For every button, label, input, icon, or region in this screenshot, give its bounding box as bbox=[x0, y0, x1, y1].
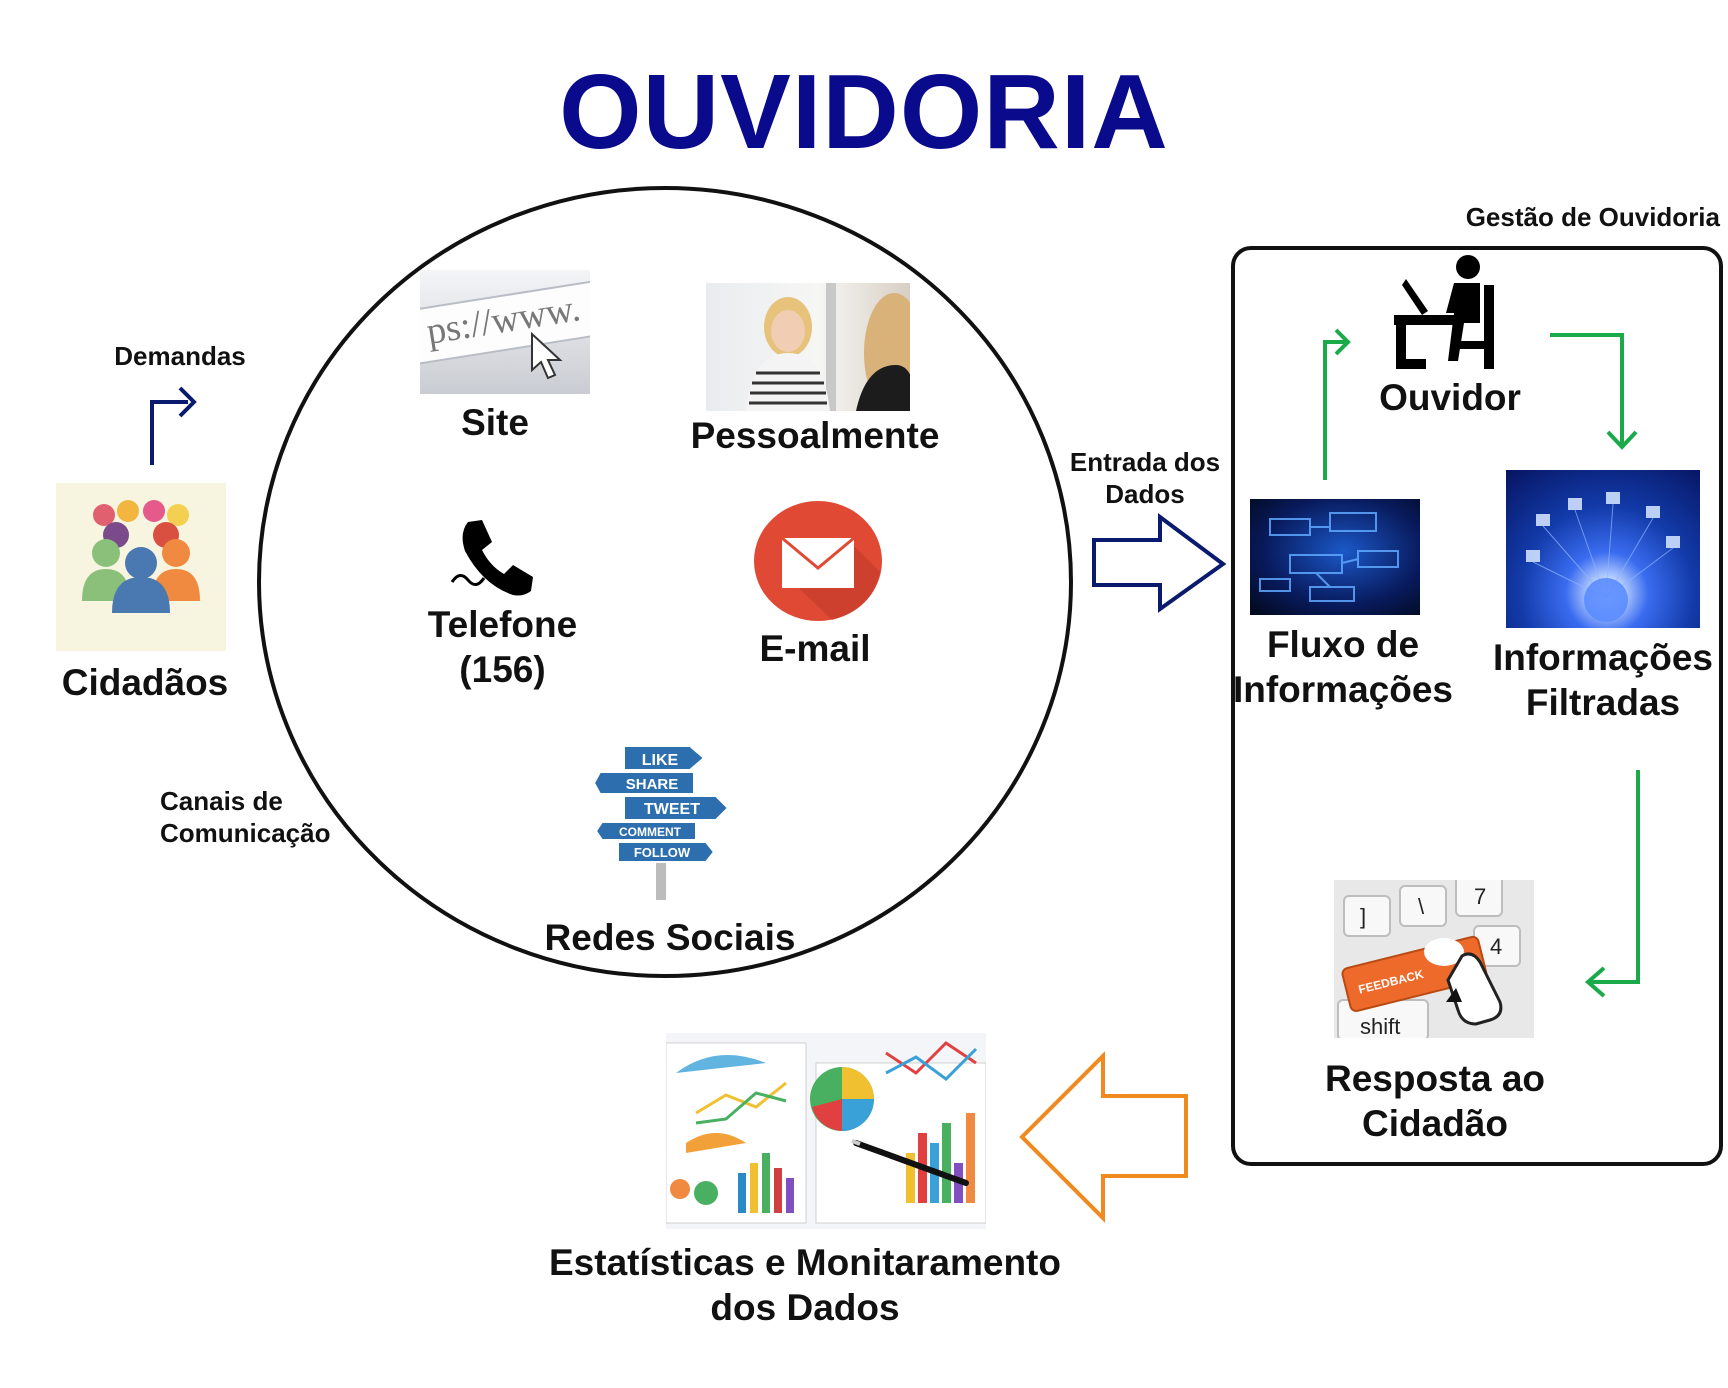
cidadaos-icon bbox=[56, 483, 226, 651]
cidadaos-label: Cidadãos bbox=[61, 662, 229, 703]
envelope-icon bbox=[752, 500, 884, 622]
fluxo-label: Fluxo de Informações bbox=[1232, 624, 1453, 710]
entrada-label: Entrada dos Dados bbox=[1069, 447, 1221, 509]
key-shift: shift bbox=[1360, 1014, 1400, 1038]
ouvidor-label: Ouvidor bbox=[1379, 377, 1521, 418]
demandas-label: Demandas bbox=[114, 341, 246, 371]
pessoalmente-label: Pessoalmente bbox=[690, 415, 940, 456]
telefone-label: Telefone (156) bbox=[427, 604, 578, 690]
redes-sociais-label: Redes Sociais bbox=[544, 917, 796, 958]
cursor-icon bbox=[531, 332, 563, 380]
sign-comment: COMMENT bbox=[619, 825, 682, 839]
demandas-arrow bbox=[150, 386, 197, 465]
site-label: Site bbox=[461, 402, 529, 443]
pessoalmente-image bbox=[706, 283, 910, 411]
entrada-arrow bbox=[1092, 513, 1227, 613]
fluxo-image bbox=[1250, 499, 1420, 615]
sign-follow: FOLLOW bbox=[634, 845, 691, 860]
green-arrow-up bbox=[1323, 328, 1351, 480]
channels-circle bbox=[257, 186, 1073, 978]
key-backslash: \ bbox=[1418, 894, 1425, 919]
page-title: OUVIDORIA bbox=[559, 53, 1169, 171]
site-image: ps://www. bbox=[420, 270, 590, 394]
estatisticas-arrow bbox=[1019, 1051, 1188, 1223]
phone-icon bbox=[450, 520, 533, 596]
key-bracket: ] bbox=[1360, 904, 1366, 929]
sign-tweet: TWEET bbox=[644, 801, 700, 818]
estatisticas-label: Estatísticas e Monitaramento dos Dados bbox=[549, 1242, 1061, 1328]
key-four: 4 bbox=[1490, 934, 1502, 959]
green-arrow-down-left bbox=[1584, 770, 1640, 998]
filtradas-label: Informações Filtradas bbox=[1492, 637, 1713, 723]
sign-share: SHARE bbox=[626, 776, 679, 793]
resposta-image: ] \ 7 4 shift FEEDBACK bbox=[1334, 880, 1534, 1038]
filtradas-image bbox=[1506, 470, 1700, 628]
gestao-frame bbox=[1231, 246, 1723, 1166]
canais-label: Canais de Comunicação bbox=[160, 786, 331, 848]
key-seven: 7 bbox=[1474, 884, 1486, 909]
social-signpost-image: LIKE SHARE TWEET COMMENT FOLLOW bbox=[592, 740, 734, 900]
estatisticas-image bbox=[666, 1033, 986, 1229]
resposta-label: Resposta ao Cidadão bbox=[1324, 1058, 1545, 1144]
email-label: E-mail bbox=[759, 628, 871, 669]
green-arrow-down-right bbox=[1550, 333, 1638, 450]
person-at-computer-icon bbox=[1394, 255, 1494, 369]
gestao-label: Gestão de Ouvidoria bbox=[1465, 202, 1720, 232]
sign-like: LIKE bbox=[642, 752, 679, 769]
